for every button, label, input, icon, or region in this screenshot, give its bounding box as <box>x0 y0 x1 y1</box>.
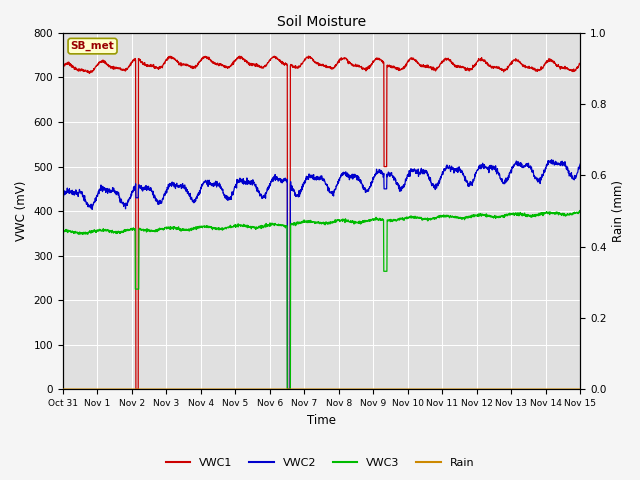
Text: SB_met: SB_met <box>70 41 115 51</box>
Legend: VWC1, VWC2, VWC3, Rain: VWC1, VWC2, VWC3, Rain <box>161 453 479 472</box>
Y-axis label: VWC (mV): VWC (mV) <box>15 181 28 241</box>
X-axis label: Time: Time <box>307 414 336 427</box>
Title: Soil Moisture: Soil Moisture <box>277 15 366 29</box>
Y-axis label: Rain (mm): Rain (mm) <box>612 180 625 242</box>
